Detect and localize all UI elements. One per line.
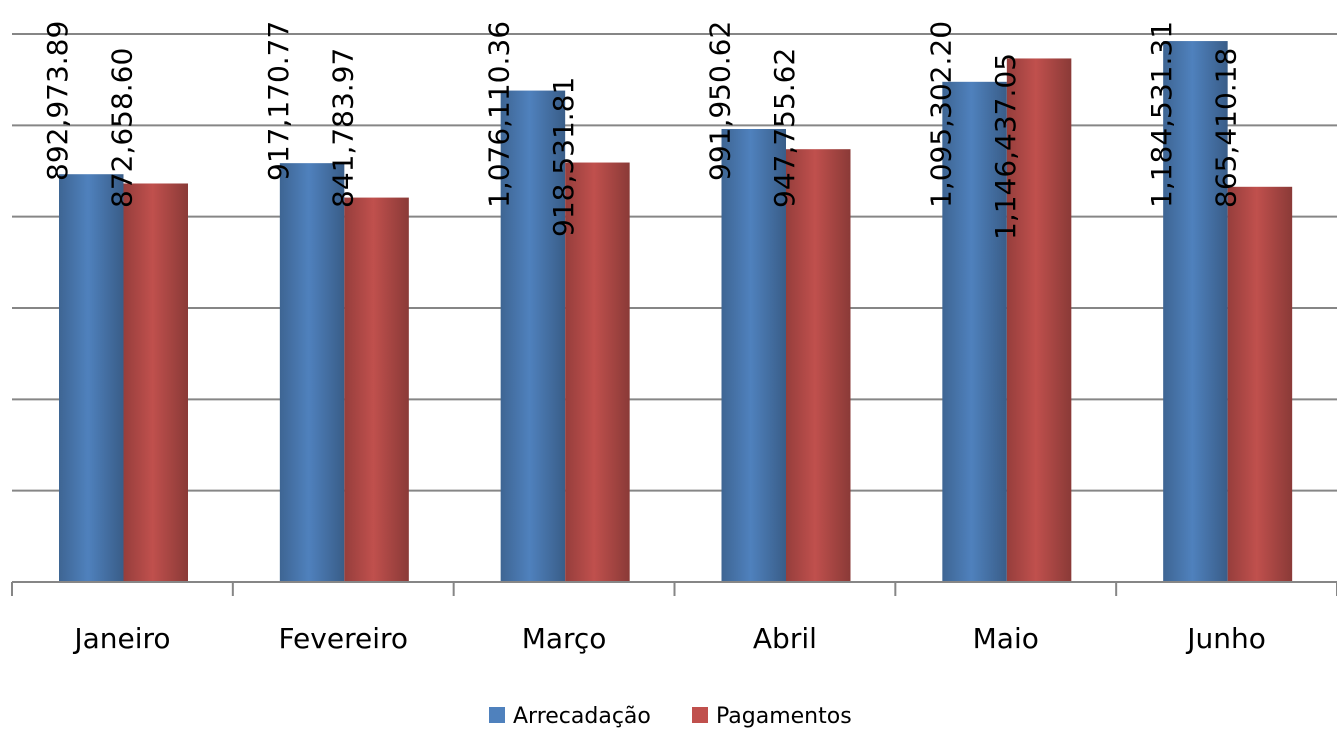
data-label-1-2: 918,531.81	[547, 77, 580, 237]
data-labels: 892,973.89 917,170.77 1,076,110.36 991,950.…	[41, 21, 1243, 240]
legend-label-0: Arrecadação	[513, 704, 651, 728]
bar-0-2	[500, 90, 566, 583]
legend-swatch-0	[489, 707, 505, 723]
data-label-1-3: 947,755.62	[768, 48, 801, 208]
legend: Arrecadação Pagamentos	[489, 704, 852, 729]
x-tick-label: Abril	[753, 622, 817, 655]
x-tick-label: Fevereiro	[278, 622, 408, 655]
bar-1-2	[565, 162, 630, 582]
data-label-0-2: 1,076,110.36	[483, 21, 516, 208]
data-label-0-1: 917,170.77	[262, 21, 295, 181]
bar-0-3	[721, 129, 786, 582]
bar-0-5	[1163, 41, 1228, 583]
bar-1-4	[1006, 58, 1072, 583]
legend-label-1: Pagamentos	[716, 704, 852, 728]
bar-1-1	[344, 197, 409, 582]
gridlines	[12, 33, 1337, 492]
data-label-0-3: 991,950.62	[704, 21, 737, 181]
bars	[59, 41, 1293, 583]
data-label-1-1: 841,783.97	[326, 48, 359, 208]
bar-0-4	[942, 81, 1007, 582]
data-label-1-5: 865,410.18	[1210, 48, 1243, 208]
x-tick-label: Maio	[973, 622, 1039, 655]
bar-1-3	[786, 149, 851, 583]
bar-0-0	[59, 174, 124, 582]
data-label-0-0: 892,973.89	[41, 21, 74, 181]
bar-1-0	[123, 183, 188, 582]
data-label-0-5: 1,184,531.31	[1145, 21, 1178, 208]
bar-1-5	[1227, 186, 1293, 582]
x-axis: Janeiro Fevereiro Março Abril Maio Junho	[11, 581, 1337, 655]
data-label-1-0: 872,658.60	[106, 48, 139, 208]
x-tick-label: Janeiro	[72, 622, 170, 655]
legend-swatch-1	[692, 707, 708, 723]
bar-0-1	[279, 163, 345, 582]
x-tick-label: Junho	[1185, 622, 1266, 655]
data-label-1-4: 1,146,437.05	[989, 53, 1022, 240]
data-label-0-4: 1,095,302.20	[924, 21, 957, 208]
x-tick-label: Março	[522, 622, 607, 655]
